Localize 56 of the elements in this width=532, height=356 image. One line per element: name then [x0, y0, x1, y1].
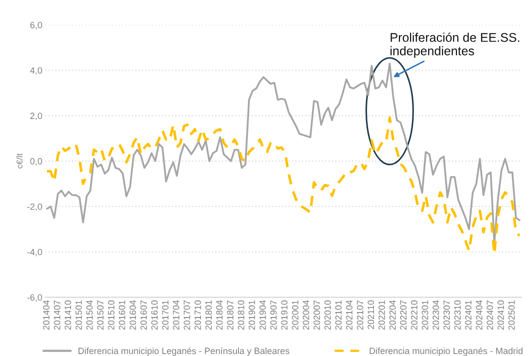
x-tick-label: 201810: [238, 300, 244, 330]
x-tick-label: 201410: [64, 300, 72, 330]
x-tick-label: 201801: [205, 300, 212, 330]
x-tick-label: 201607: [140, 300, 147, 330]
x-tick-label: 202201: [378, 300, 385, 330]
y-tick-label: -4,0: [27, 248, 42, 256]
x-tick-label: 202110: [368, 300, 374, 330]
x-tick-label: 202104: [346, 300, 352, 330]
x-tick-label: 202404: [476, 300, 482, 330]
x-tick-label: 201710: [194, 300, 201, 330]
x-tick-label: 202301: [422, 300, 428, 330]
x-tick-label: 202407: [486, 300, 494, 330]
x-tick-label: 202304: [432, 300, 440, 330]
x-tick-label: 202210: [410, 300, 418, 330]
x-tick-label: 202010: [324, 300, 331, 330]
x-tick-label: 201901: [248, 300, 256, 330]
x-tick-label: 201701: [162, 300, 168, 330]
y-tick-label: -6,0: [27, 294, 42, 302]
x-tick-label: 202401: [465, 300, 472, 330]
legend-label: Diferencia municipio Leganés - Madrid: [370, 347, 522, 356]
x-tick-label: 201601: [118, 300, 126, 330]
x-tick-label: 201804: [216, 300, 223, 330]
x-tick-label: 202101: [335, 300, 342, 330]
x-tick-label: 202107: [356, 300, 364, 330]
x-tick-label: 201707: [184, 300, 190, 330]
x-tick-label: 201404: [43, 300, 50, 330]
x-tick-label: 202307: [443, 300, 450, 330]
x-tick-label: 201610: [151, 300, 158, 330]
x-tick-label: 202004: [302, 300, 310, 330]
x-tick-label: 201507: [97, 300, 104, 330]
x-tick-label: 201907: [270, 300, 277, 330]
x-tick-label: 202007: [314, 300, 320, 330]
x-tick-label: 202204: [389, 300, 396, 330]
y-tick-label: -2,0: [27, 203, 42, 211]
x-tick-label: 201910: [281, 300, 288, 330]
annotation: Proliferación de EE.SS. independientes: [390, 32, 520, 58]
y-tick-label: 0,0: [30, 158, 42, 166]
x-tick-label: 201407: [54, 300, 60, 330]
y-axis-title: c€/lt: [16, 154, 22, 168]
x-tick-label: 201501: [76, 300, 82, 330]
x-tick-label: 201504: [86, 300, 93, 330]
x-tick-label: 201704: [172, 300, 180, 330]
y-tick-label: 6,0: [30, 22, 42, 30]
legend-label: Diferencia municipio Leganés - Península y Baleares: [78, 347, 290, 356]
y-tick-label: 4,0: [30, 67, 42, 75]
x-tick-label: 202310: [454, 300, 461, 330]
x-tick-label: 201510: [108, 300, 114, 330]
y-tick-label: 2,0: [30, 112, 42, 120]
x-tick-label: 201904: [259, 300, 266, 330]
x-tick-label: 202501: [508, 300, 515, 330]
x-tick-label: 201604: [130, 300, 136, 330]
x-tick-label: 201807: [227, 300, 234, 330]
x-tick-label: 202207: [400, 300, 407, 330]
line-series: [46, 62, 520, 244]
x-tick-label: 202410: [498, 300, 504, 330]
x-tick-label: 202001: [292, 300, 298, 330]
